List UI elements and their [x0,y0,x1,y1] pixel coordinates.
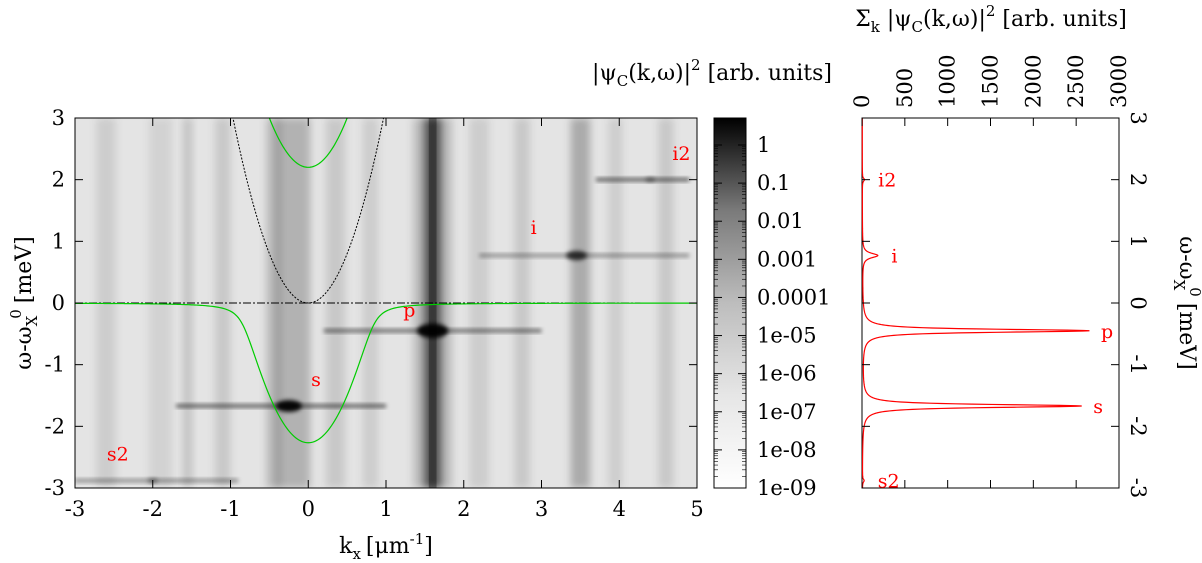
heatmap-curves [75,118,697,444]
y-tick-label: 2 [52,168,65,192]
heatmap-point-label: i2 [672,143,690,165]
y-tick-label: 1 [52,229,65,253]
y-tick-label: -1 [45,353,65,377]
intensity-spot [417,323,449,338]
colorbar-ticks: 1 0.1 0.01 0.001 0.0001 1e-05 1e-06 1e-07 1e-08 1… [714,133,830,500]
spectrum-peak-label: s2 [878,471,900,493]
lower-polariton-curve [75,302,697,444]
spectrum-y-ticks: 3 2 1 0 -1 -2 -3 [862,111,1150,498]
photon-dispersion-curve [232,118,385,304]
spectrum-peak-labels: s2 s p i i2 [878,170,1113,493]
colorbar-tick-label: 1e-08 [757,438,817,462]
colorbar-tick-label: 0.1 [757,171,790,195]
intensity-spot [275,399,302,412]
heatmap-y-ticks: -3 -2 -1 0 1 2 3 [45,106,697,500]
heatmap-point-label: s2 [107,444,129,466]
x-tick-label: 5 [690,497,703,521]
spectrum-curve [861,118,1090,489]
spectrum-x-tick-label: 3000 [1107,55,1131,108]
y-tick-label: 0 [52,291,65,315]
spectrum-x-tick-label: 500 [893,68,917,108]
spectrum-peak-label: s [1093,396,1103,418]
intensity-band [469,118,490,488]
spectrum-y-tick-label: 1 [1126,235,1150,248]
heatmap-point-labels: s2 s p i i2 [107,143,691,466]
intensity-band [325,118,346,488]
spectrum-panel: 0 500 1000 1500 2000 2500 3000 3 2 1 0 -1 -2 -3 s2 s p… [850,2,1202,498]
colorbar-tick-label: 1e-05 [757,324,817,348]
x-tick-label: -3 [65,497,85,521]
colorbar-title: |ψC(k,ω)|2 [arb. units] [592,56,832,90]
spectrum-x-tick-label: 2500 [1064,55,1088,108]
heatmap-x-axis-label: kx [μm-1] [339,530,433,563]
spectrum-y-tick-label: 2 [1126,173,1150,186]
spectrum-y-axis-label: ω-ωX0[meV] [1170,236,1202,369]
spectrum-frame [861,117,1120,489]
x-tick-label: -1 [220,497,240,521]
intensity-spot [566,250,587,261]
resonance-line [595,177,690,182]
x-tick-label: 3 [535,497,548,521]
colorbar-tick-label: 1 [757,133,770,157]
spectrum-peak-label: i [891,246,897,268]
x-tick-label: 4 [613,497,626,521]
upper-polariton-curve [268,118,348,168]
spectrum-curve-group [861,118,1090,489]
spectrum-peak-label: i2 [878,170,896,192]
heatmap-x-ticks: -3 -2 -1 0 1 2 3 4 5 [65,118,704,521]
colorbar-gradient [713,117,747,489]
heatmap-point-label: s [311,369,321,391]
spectrum-x-tick-label: 2000 [1021,55,1045,108]
spectrum-x-tick-label: 1000 [936,55,960,108]
x-tick-label: -2 [143,497,163,521]
colorbar-tick-label: 1e-06 [757,362,817,386]
y-tick-label: 3 [52,106,65,130]
colorbar-tick-label: 0.01 [757,209,804,233]
heatmap-point-label: i [531,217,537,239]
spectrum-y-tick-label: 0 [1126,296,1150,309]
spectrum-y-tick-label: -2 [1126,416,1150,436]
spectrum-x-tick-label: 0 [850,95,874,108]
spectrum-title: Σk |ψC(k,ω)|2 [arb. units] [855,2,1127,36]
colorbar-tick-label: 1e-07 [757,400,817,424]
colorbar-tick-label: 1e-09 [757,476,817,500]
colorbar-tick-label: 0.001 [757,247,817,271]
spectrum-x-tick-label: 1500 [979,55,1003,108]
spectrum-y-tick-label: -1 [1126,354,1150,374]
x-tick-label: 2 [457,497,470,521]
y-tick-label: -2 [45,414,65,438]
spectrum-x-ticks: 0 500 1000 1500 2000 2500 3000 [850,55,1131,488]
colorbar: 1 0.1 0.01 0.001 0.0001 1e-05 1e-06 1e-07 1e-08 1… [592,56,832,500]
x-tick-label: 0 [302,497,315,521]
colorbar-tick-label: 0.0001 [757,285,830,309]
spectrum-peak-label: p [1101,321,1113,343]
y-tick-label: -3 [45,476,65,500]
spectrum-y-tick-label: 3 [1126,111,1150,124]
spectrum-y-tick-label: -3 [1126,478,1150,498]
heatmap-point-label: p [403,299,415,321]
heatmap-panel: -3 -2 -1 0 1 2 3 4 5 -3 -2 -1 0 1 2 3 s2 s p i i2 kx [μm-1]… [7,106,704,563]
x-tick-label: 1 [379,497,392,521]
heatmap-y-axis-label: ω-ωX0[meV] [7,236,41,369]
intensity-spot [645,177,656,183]
